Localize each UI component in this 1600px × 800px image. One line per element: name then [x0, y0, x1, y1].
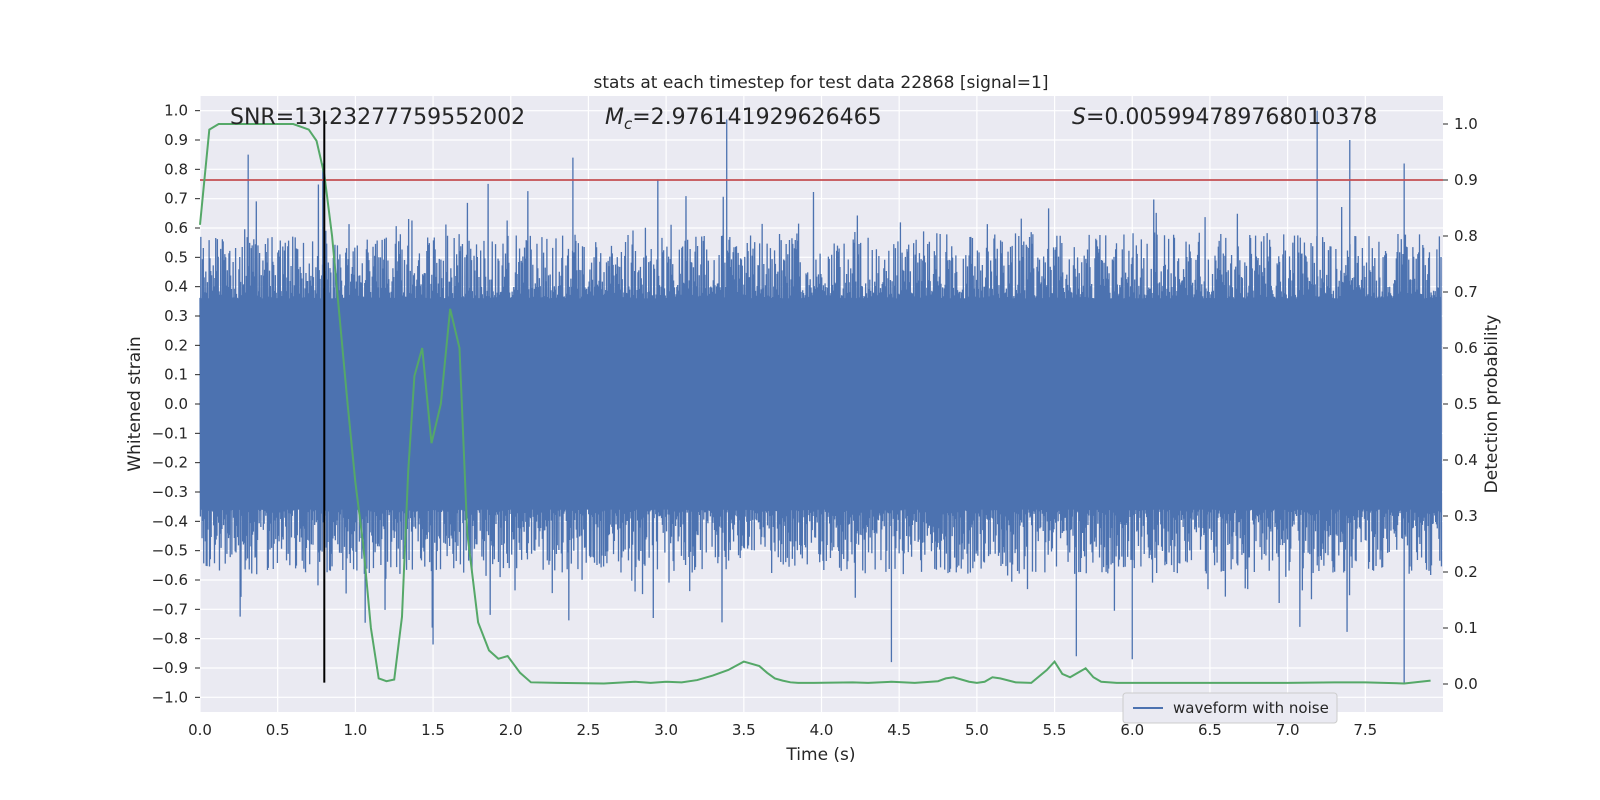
- x-tick-label: 3.5: [732, 721, 756, 739]
- y-tick-label: 0.7: [164, 190, 188, 208]
- y2-tick-label: 0.6: [1454, 339, 1478, 357]
- y-axis-title: Whitened strain: [125, 336, 145, 471]
- y2-tick-label: 1.0: [1454, 115, 1478, 133]
- axes-layer: 0.0 0.5 1.0 1.5 2.0 2.5 3.0 3.5 4.0 4.5 5.0 5.5 6.0 6…: [152, 102, 1478, 739]
- x-tick-label: 4.5: [887, 721, 911, 739]
- y-tick-label: 0.9: [164, 131, 188, 149]
- x-tick-label: 0.5: [266, 721, 290, 739]
- legend: waveform with noise: [1122, 692, 1338, 724]
- y-tick-label: −1.0: [152, 688, 188, 706]
- y2-tick-label: 0.9: [1454, 171, 1478, 189]
- y-tick-label: −0.8: [152, 630, 188, 648]
- y-tick-label: −0.5: [152, 542, 188, 560]
- y2-tick-label: 0.7: [1454, 283, 1478, 301]
- y2-tick-label: 0.8: [1454, 227, 1478, 245]
- x-tick-label: 0.0: [188, 721, 212, 739]
- y-tick-label: 0.6: [164, 219, 188, 237]
- s-symbol: S: [1072, 105, 1086, 130]
- y-tick-label: −0.2: [152, 454, 188, 472]
- legend-label-waveform: waveform with noise: [1173, 699, 1329, 717]
- y-tick-label: −0.4: [152, 512, 188, 530]
- y-tick-label: 0.2: [164, 336, 188, 354]
- x-axis-title: Time (s): [785, 745, 855, 765]
- mc-symbol: M: [605, 105, 624, 130]
- s-annotation: S=0.005994789768010378: [1072, 105, 1377, 130]
- x-tick-label: 1.5: [421, 721, 445, 739]
- x-tick-label: 2.5: [577, 721, 601, 739]
- chart-title: stats at each timestep for test data 228…: [594, 73, 1049, 93]
- x-tick-label: 6.0: [1120, 721, 1144, 739]
- y-tick-label: −0.3: [152, 483, 188, 501]
- y-tick-label: 0.4: [164, 278, 188, 296]
- y-tick-label: −0.7: [152, 600, 188, 618]
- x-tick-label: 4.0: [810, 721, 834, 739]
- y-tick-label: −0.6: [152, 571, 188, 589]
- y-tick-label: 0.3: [164, 307, 188, 325]
- y2-axis-title: Detection probability: [1482, 315, 1502, 494]
- x-tick-label: 7.5: [1353, 721, 1377, 739]
- y2-tick-label: 0.5: [1454, 395, 1478, 413]
- snr-annotation: SNR=13.23277759552002: [230, 105, 525, 130]
- y-tick-label: 0.5: [164, 248, 188, 266]
- y-tick-label: 0.1: [164, 366, 188, 384]
- x-tick-label: 7.0: [1276, 721, 1300, 739]
- y2-tick-label: 0.2: [1454, 563, 1478, 581]
- x-tick-label: 3.0: [654, 721, 678, 739]
- mc-value: =2.976141929626465: [632, 105, 881, 130]
- s-value: =0.005994789768010378: [1086, 105, 1377, 130]
- y2-tick-label: 0.0: [1454, 675, 1478, 693]
- y2-tick-label: 0.3: [1454, 507, 1478, 525]
- probability-line: [199, 123, 1431, 685]
- mc-annotation: Mc=2.976141929626465: [605, 105, 882, 133]
- x-tick-label: 5.0: [965, 721, 989, 739]
- y-tick-label: −0.1: [152, 424, 188, 442]
- waveform-line: [199, 110, 1443, 683]
- y2-tick-label: 0.4: [1454, 451, 1478, 469]
- x-tick-label: 2.0: [499, 721, 523, 739]
- y-tick-label: −0.9: [152, 659, 188, 677]
- data-layer: [199, 110, 1443, 685]
- y-tick-label: 1.0: [164, 102, 188, 120]
- legend-box: [1122, 692, 1338, 724]
- y-tick-label: 0.8: [164, 160, 188, 178]
- x-tick-label: 5.5: [1043, 721, 1067, 739]
- y2-tick-label: 0.1: [1454, 619, 1478, 637]
- mc-subscript: c: [624, 115, 633, 133]
- x-tick-label: 1.0: [343, 721, 367, 739]
- y-tick-label: 0.0: [164, 395, 188, 413]
- x-tick-label: 6.5: [1198, 721, 1222, 739]
